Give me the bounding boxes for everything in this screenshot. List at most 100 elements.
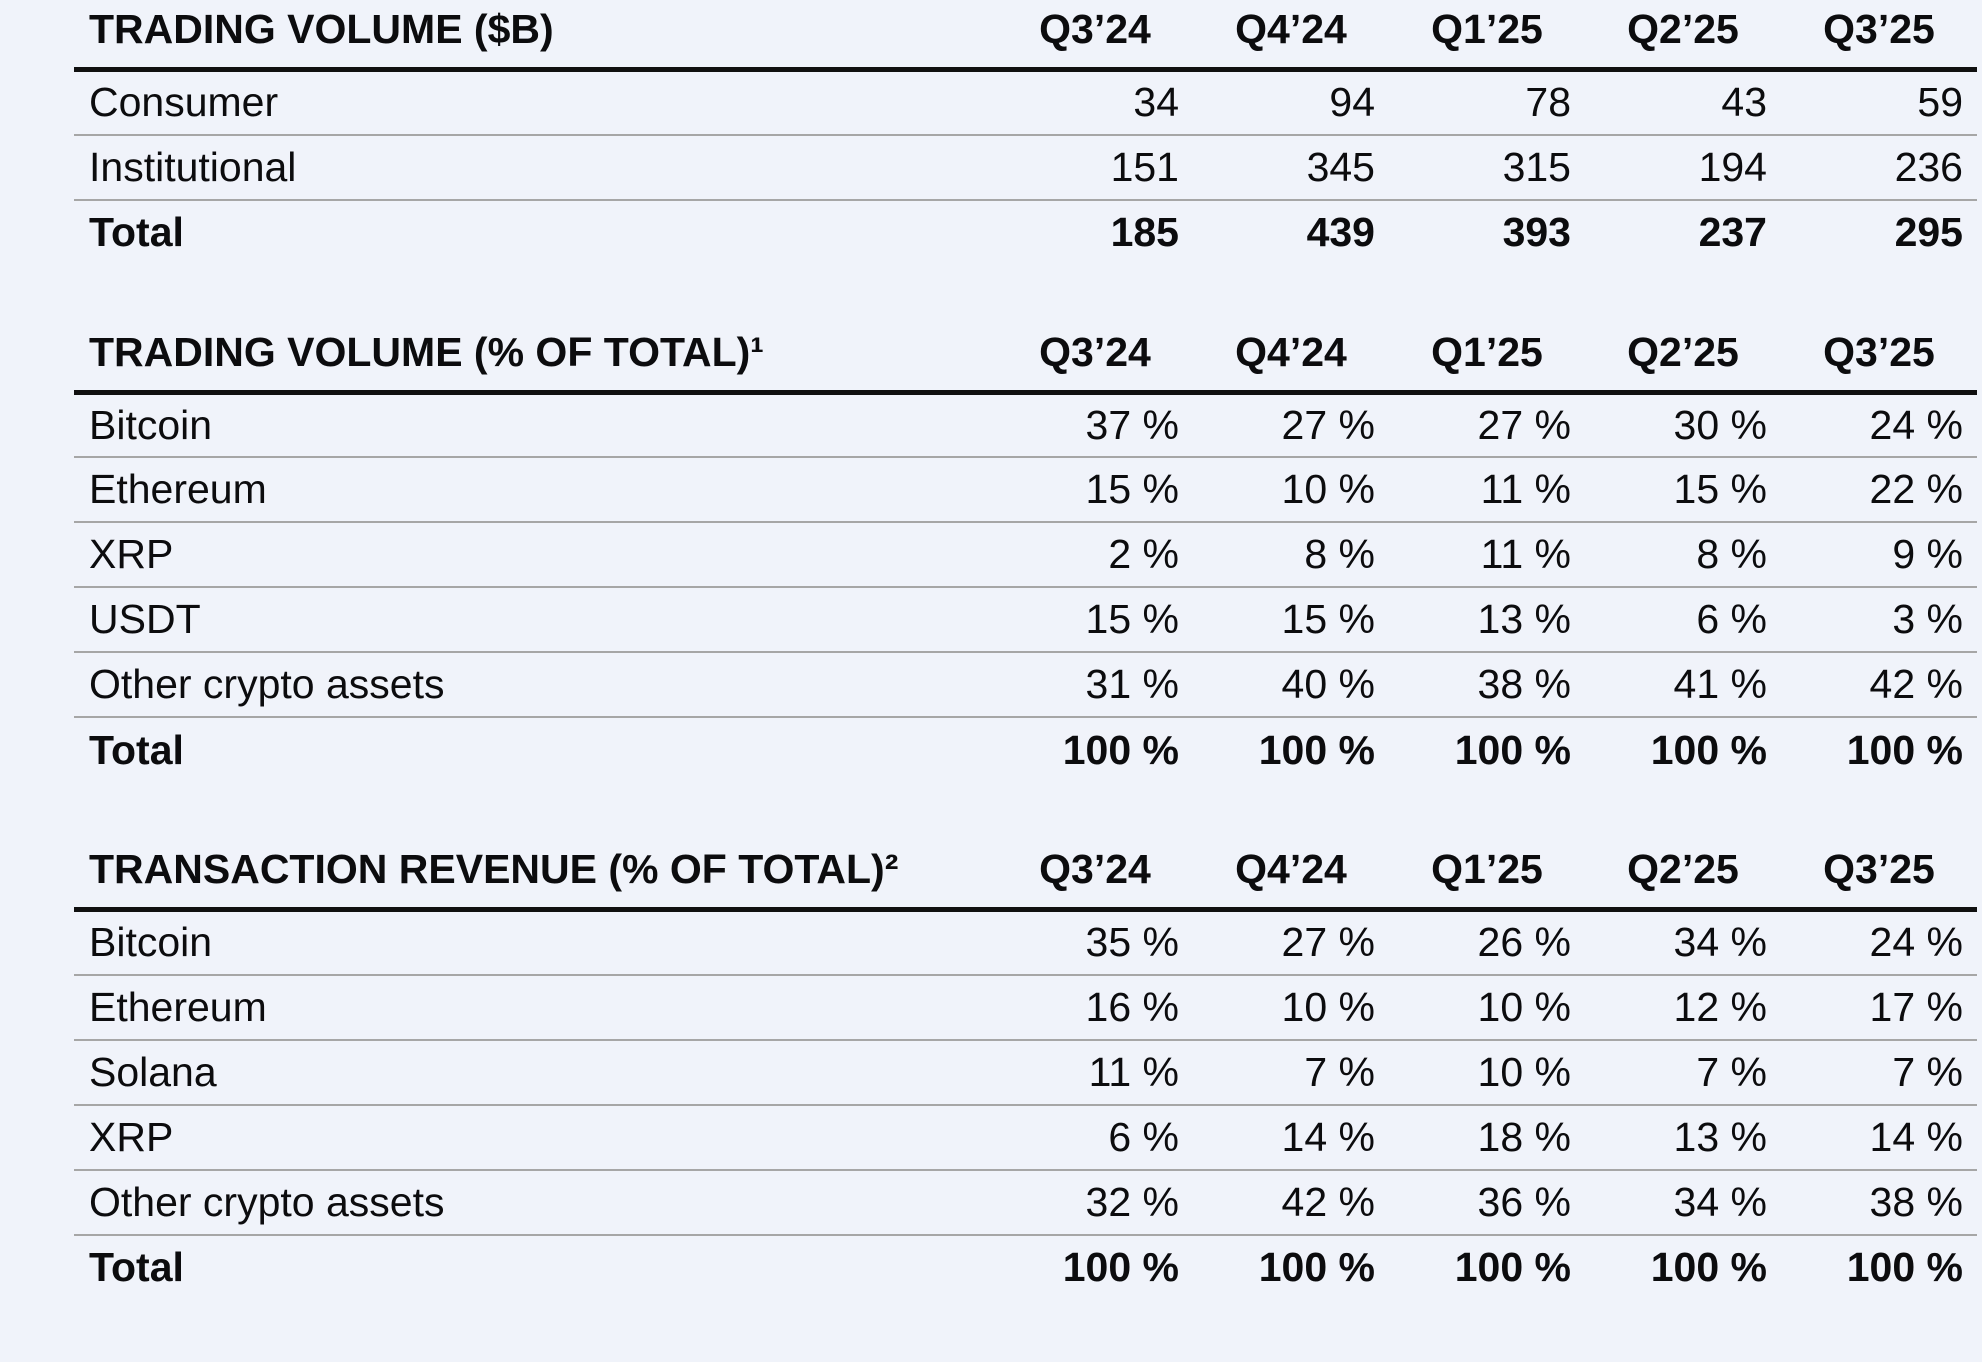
cell-value: 13 %	[1477, 596, 1571, 642]
cell-value: 345	[1306, 143, 1375, 190]
column-header: Q3’24	[997, 328, 1193, 395]
cell-value: 295	[1894, 209, 1963, 255]
trading-volume-table: TRADING VOLUME ($B) Q3’24 Q4’24 Q1’25 Q2’25 Q…	[74, 6, 1977, 265]
cell-value: 13 %	[1673, 1113, 1767, 1160]
cell-value: 43	[1721, 79, 1767, 126]
table-row: XRP 2 % 8 % 11 % 8 % 9 %	[74, 522, 1977, 587]
cell-value: 100 %	[1454, 726, 1571, 773]
cell-value: 2 %	[1108, 531, 1179, 577]
cell-value: 59	[1917, 79, 1963, 126]
row-label: Ethereum	[89, 466, 267, 512]
table-row: Total 100 % 100 % 100 % 100 % 100 %	[74, 1235, 1977, 1300]
cell-value: 27 %	[1281, 401, 1375, 448]
cell-value: 15 %	[1673, 466, 1767, 512]
cell-value: 18 %	[1477, 1113, 1571, 1160]
cell-value: 24 %	[1869, 919, 1963, 966]
section-title: TRADING VOLUME ($B)	[74, 6, 997, 72]
column-header: Q3’25	[1781, 6, 1977, 72]
column-header: Q3’25	[1781, 328, 1977, 395]
cell-value: 16 %	[1085, 983, 1179, 1030]
cell-value: 9 %	[1892, 531, 1963, 577]
cell-value: 15 %	[1281, 596, 1375, 642]
cell-value: 6 %	[1696, 596, 1767, 642]
row-label: Total	[89, 209, 184, 255]
row-label: Bitcoin	[89, 919, 213, 966]
column-header: Q3’25	[1781, 846, 1977, 912]
cell-value: 15 %	[1085, 596, 1179, 642]
row-label: Total	[89, 1244, 184, 1290]
cell-value: 100 %	[1650, 1244, 1767, 1290]
trading-volume-pct-table: TRADING VOLUME (% OF TOTAL)¹ Q3’24 Q4’24 Q1…	[74, 328, 1977, 783]
column-header: Q4’24	[1193, 846, 1389, 912]
row-label: Total	[89, 726, 184, 773]
table-row: Consumer 34 94 78 43 59	[74, 70, 1977, 135]
cell-value: 14 %	[1281, 1113, 1375, 1160]
cell-value: 10 %	[1281, 466, 1375, 512]
column-header: Q2’25	[1585, 6, 1781, 72]
row-label: Consumer	[89, 79, 279, 126]
cell-value: 14 %	[1869, 1113, 1963, 1160]
table-row: Other crypto assets 32 % 42 % 36 % 34 % 38 %	[74, 1170, 1977, 1235]
column-header: Q2’25	[1585, 846, 1781, 912]
row-label: Ethereum	[89, 983, 267, 1030]
cell-value: 40 %	[1281, 661, 1375, 707]
column-header: Q2’25	[1585, 328, 1781, 395]
cell-value: 32 %	[1085, 1178, 1179, 1225]
row-label: Other crypto assets	[89, 1178, 445, 1225]
cell-value: 78	[1525, 79, 1571, 126]
column-header: Q1’25	[1389, 328, 1585, 395]
cell-value: 8 %	[1696, 531, 1767, 577]
cell-value: 236	[1894, 143, 1963, 190]
column-header: Q3’24	[997, 846, 1193, 912]
cell-value: 38 %	[1869, 1178, 1963, 1225]
row-label: Bitcoin	[89, 401, 213, 448]
cell-value: 37 %	[1085, 401, 1179, 448]
section-title: TRADING VOLUME (% OF TOTAL)¹	[74, 328, 997, 395]
table-row: Bitcoin 35 % 27 % 26 % 34 % 24 %	[74, 910, 1977, 975]
cell-value: 12 %	[1673, 983, 1767, 1030]
cell-value: 237	[1698, 209, 1767, 255]
cell-value: 315	[1502, 143, 1571, 190]
cell-value: 34 %	[1673, 1178, 1767, 1225]
cell-value: 36 %	[1477, 1178, 1571, 1225]
cell-value: 26 %	[1477, 919, 1571, 966]
cell-value: 17 %	[1869, 983, 1963, 1030]
column-header: Q1’25	[1389, 846, 1585, 912]
cell-value: 24 %	[1869, 401, 1963, 448]
cell-value: 100 %	[1062, 1244, 1179, 1290]
cell-value: 11 %	[1088, 1048, 1179, 1095]
cell-value: 100 %	[1846, 726, 1963, 773]
cell-value: 34	[1133, 79, 1179, 126]
cell-value: 22 %	[1869, 466, 1963, 512]
column-header: Q4’24	[1193, 328, 1389, 395]
transaction-revenue-pct-table: TRANSACTION REVENUE (% OF TOTAL)² Q3’24 Q4…	[74, 846, 1977, 1300]
table-row: USDT 15 % 15 % 13 % 6 % 3 %	[74, 587, 1977, 652]
cell-value: 15 %	[1085, 466, 1179, 512]
cell-value: 94	[1329, 79, 1375, 126]
cell-value: 439	[1306, 209, 1375, 255]
section-title: TRANSACTION REVENUE (% OF TOTAL)²	[74, 846, 997, 912]
row-label: Other crypto assets	[89, 661, 445, 707]
cell-value: 393	[1502, 209, 1571, 255]
header-row: TRADING VOLUME (% OF TOTAL)¹ Q3’24 Q4’24 Q1…	[74, 328, 1977, 395]
cell-value: 194	[1698, 143, 1767, 190]
table-row: XRP 6 % 14 % 18 % 13 % 14 %	[74, 1105, 1977, 1170]
column-header: Q4’24	[1193, 6, 1389, 72]
cell-value: 41 %	[1673, 661, 1767, 707]
cell-value: 11 %	[1480, 531, 1571, 577]
cell-value: 30 %	[1673, 401, 1767, 448]
table-row: Total 100 % 100 % 100 % 100 % 100 %	[74, 717, 1977, 782]
cell-value: 6 %	[1108, 1113, 1179, 1160]
cell-value: 35 %	[1085, 919, 1179, 966]
cell-value: 185	[1110, 209, 1179, 255]
table-row: Institutional 151 345 315 194 236	[74, 135, 1977, 200]
table-row: Solana 11 % 7 % 10 % 7 % 7 %	[74, 1040, 1977, 1105]
cell-value: 7 %	[1892, 1048, 1963, 1095]
cell-value: 100 %	[1258, 1244, 1375, 1290]
row-label: XRP	[89, 531, 174, 577]
cell-value: 27 %	[1281, 919, 1375, 966]
row-label: Solana	[89, 1048, 217, 1095]
cell-value: 100 %	[1062, 726, 1179, 773]
cell-value: 38 %	[1477, 661, 1571, 707]
cell-value: 7 %	[1696, 1048, 1767, 1095]
